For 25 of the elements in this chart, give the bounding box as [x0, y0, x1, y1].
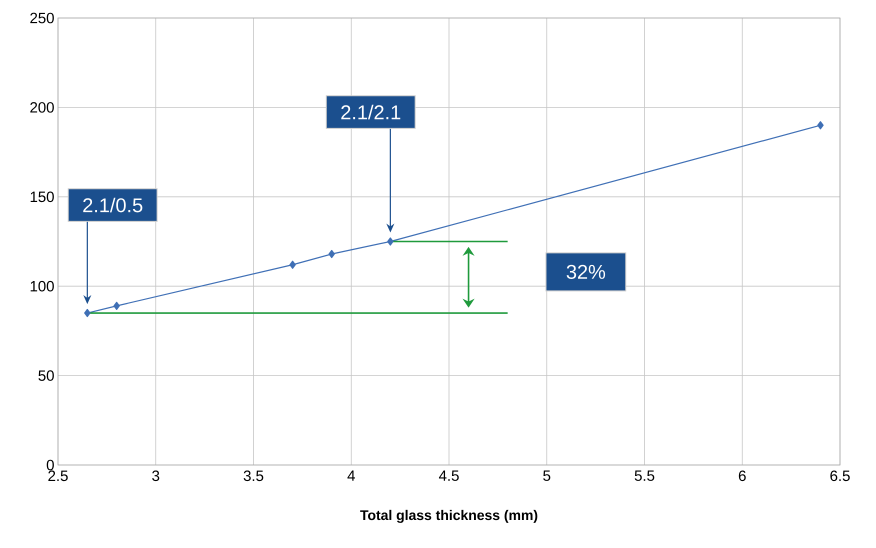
x-tick-label: 3 — [152, 470, 160, 482]
x-tick-label: 5 — [543, 470, 550, 481]
point — [387, 237, 394, 246]
y-tick-label: 250 — [30, 12, 54, 24]
point — [328, 250, 335, 258]
annotation: 32% — [566, 264, 606, 279]
x-tick-label: 4.5 — [438, 470, 459, 481]
annotation: 2.1/0.5 — [83, 198, 142, 212]
x-tick-label: 6.5 — [830, 470, 850, 482]
x-tick-label: 4 — [347, 470, 355, 481]
x-tick-label: 5.5 — [634, 470, 654, 481]
y-tick-label: 200 — [30, 102, 54, 113]
y-tick-label: 150 — [30, 192, 54, 202]
x-tick-label: 2.5 — [48, 470, 68, 482]
x-axis-title: Total glass thickness (mm) — [360, 510, 538, 523]
point — [113, 302, 120, 310]
y-tick-label: 50 — [38, 370, 54, 381]
point — [817, 121, 824, 130]
annotation: 2.1/2.1 — [341, 104, 400, 120]
y-tick-label: 0 — [46, 460, 54, 470]
x-tick-label: 6 — [738, 470, 746, 482]
x-tick-label: 3.5 — [244, 470, 264, 482]
y-tick-label: 100 — [30, 280, 54, 292]
point — [84, 308, 91, 318]
point — [289, 260, 296, 269]
